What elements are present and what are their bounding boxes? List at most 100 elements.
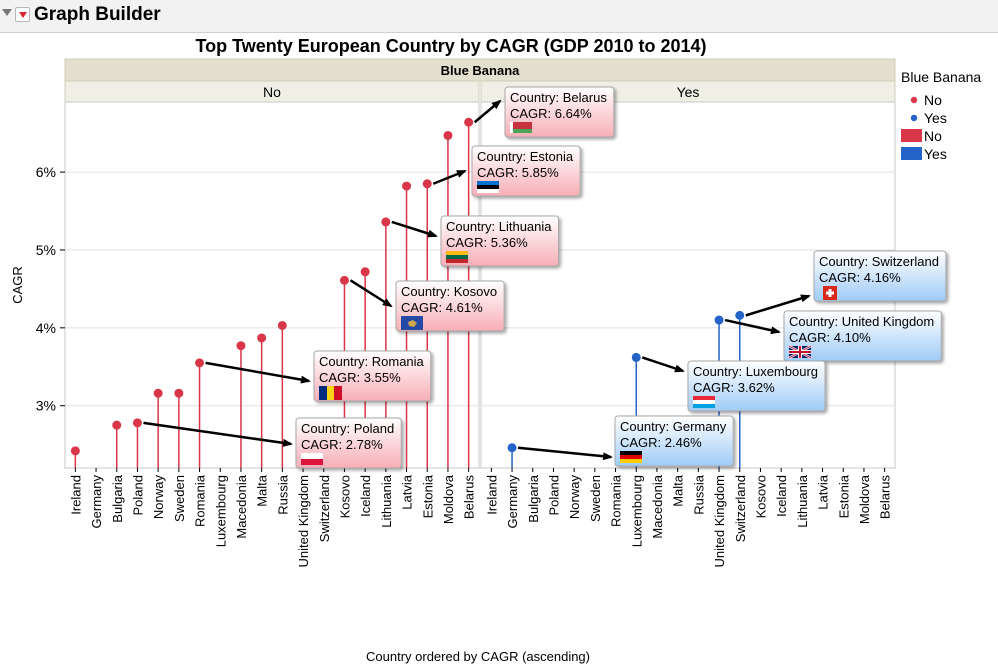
x-tick-label: Sweden [172, 475, 187, 522]
annotation-box [614, 415, 734, 467]
red-triangle-menu-button[interactable] [15, 7, 30, 22]
x-tick-label: United Kingdom [712, 475, 727, 568]
flag-stripe [620, 455, 642, 459]
x-tick-label: Switzerland [317, 475, 332, 542]
point-no-kosovo[interactable] [339, 275, 349, 285]
x-tick-label: Lithuania [379, 474, 394, 528]
annotation-box [783, 310, 942, 362]
point-yes-switzerland[interactable] [735, 310, 745, 320]
annotation-country: Country: Romania [319, 354, 425, 369]
legend-point-no: No [924, 92, 942, 108]
point-no-ireland[interactable] [70, 446, 80, 456]
annotation-arrow [473, 99, 502, 124]
point-yes-germany[interactable] [507, 443, 517, 453]
annotation-country: Country: Kosovo [401, 284, 497, 299]
x-tick-label: Moldova [441, 474, 456, 524]
flag-stripe [510, 122, 513, 133]
annotation-country: Country: Germany [620, 419, 727, 434]
point-no-bulgaria[interactable] [112, 420, 122, 430]
annotation-arrow [745, 294, 811, 317]
legend-bar-no-swatch [901, 129, 922, 142]
point-no-norway[interactable] [153, 388, 163, 398]
point-no-iceland[interactable] [360, 267, 370, 277]
point-no-poland[interactable] [132, 418, 142, 428]
annotation-arrow [143, 421, 293, 447]
germany-flag [620, 451, 642, 463]
x-tick-label: Luxembourg [213, 475, 228, 547]
point-no-malta[interactable] [257, 333, 267, 343]
x-tick-label: Germany [505, 475, 520, 529]
collapse-toggle-icon[interactable] [2, 9, 12, 16]
annotation-arrow [205, 361, 311, 384]
annotation-cagr: CAGR: 2.78% [301, 437, 383, 452]
annotation-country: Country: Switzerland [819, 254, 939, 269]
x-tick-label: Estonia [420, 474, 435, 518]
point-no-estonia[interactable] [422, 179, 432, 189]
x-tick-label: Belarus [462, 475, 477, 520]
point-no-lithuania[interactable] [381, 217, 391, 227]
kosovo-flag [401, 316, 423, 330]
legend-point-yes: Yes [924, 110, 947, 126]
point-no-moldova[interactable] [443, 130, 453, 140]
x-tick-label: Latvia [400, 474, 415, 509]
estonia-flag [477, 181, 499, 193]
flag-stripe [620, 451, 642, 455]
flag-stripe [693, 400, 715, 404]
point-no-russia[interactable] [277, 320, 287, 330]
annotation-country: Country: Estonia [477, 149, 574, 164]
flag-stripe [693, 396, 715, 400]
annotation-cagr: CAGR: 4.10% [789, 330, 871, 345]
annotation-cagr: CAGR: 3.55% [319, 370, 401, 385]
x-tick-label: Russia [275, 474, 290, 515]
y-tick-label: 4% [36, 320, 56, 336]
flag-stripe [446, 251, 468, 255]
annotation-box [813, 250, 947, 302]
annotation-arrow [349, 279, 393, 308]
legend[interactable]: Blue Banana No Yes No Yes [901, 69, 981, 162]
x-tick-label: Switzerland [733, 475, 748, 542]
x-tick-label: Norway [567, 475, 582, 520]
point-no-macedonia[interactable] [236, 341, 246, 351]
point-no-sweden[interactable] [174, 388, 184, 398]
annotation-cagr: CAGR: 4.61% [401, 300, 483, 315]
point-no-latvia[interactable] [402, 181, 412, 191]
annotation-arrow [432, 169, 467, 185]
annotation-arrow [391, 220, 438, 238]
point-no-romania[interactable] [195, 358, 205, 368]
annotation-cagr: CAGR: 5.36% [446, 235, 528, 250]
point-no-belarus[interactable] [464, 117, 474, 127]
title-bar: Graph Builder [0, 0, 998, 33]
annotation-cagr: CAGR: 4.16% [819, 270, 901, 285]
annotation-country: Country: Belarus [510, 90, 607, 105]
x-tick-label: Lithuania [795, 474, 810, 528]
annotation-cagr: CAGR: 6.64% [510, 106, 592, 121]
x-tick-label: Romania [193, 474, 208, 527]
annotation-box [471, 145, 581, 197]
group-header-bar [64, 58, 896, 82]
annotation-box [395, 280, 505, 332]
annotation-country: Country: Poland [301, 421, 394, 436]
annotation-box [504, 86, 615, 138]
point-yes-luxembourg[interactable] [631, 352, 641, 362]
flag-stripe [327, 386, 334, 400]
annotation-arrow [517, 446, 613, 461]
y-tick-label: 6% [36, 164, 56, 180]
x-tick-label: Estonia [836, 474, 851, 518]
x-tick-label: Moldova [857, 474, 872, 524]
lithuania-flag [446, 251, 468, 263]
annotation-country: Country: Luxembourg [693, 364, 818, 379]
flag-stripe [477, 189, 499, 193]
point-yes-united-kingdom[interactable] [714, 315, 724, 325]
x-tick-label: Bulgaria [526, 474, 541, 522]
